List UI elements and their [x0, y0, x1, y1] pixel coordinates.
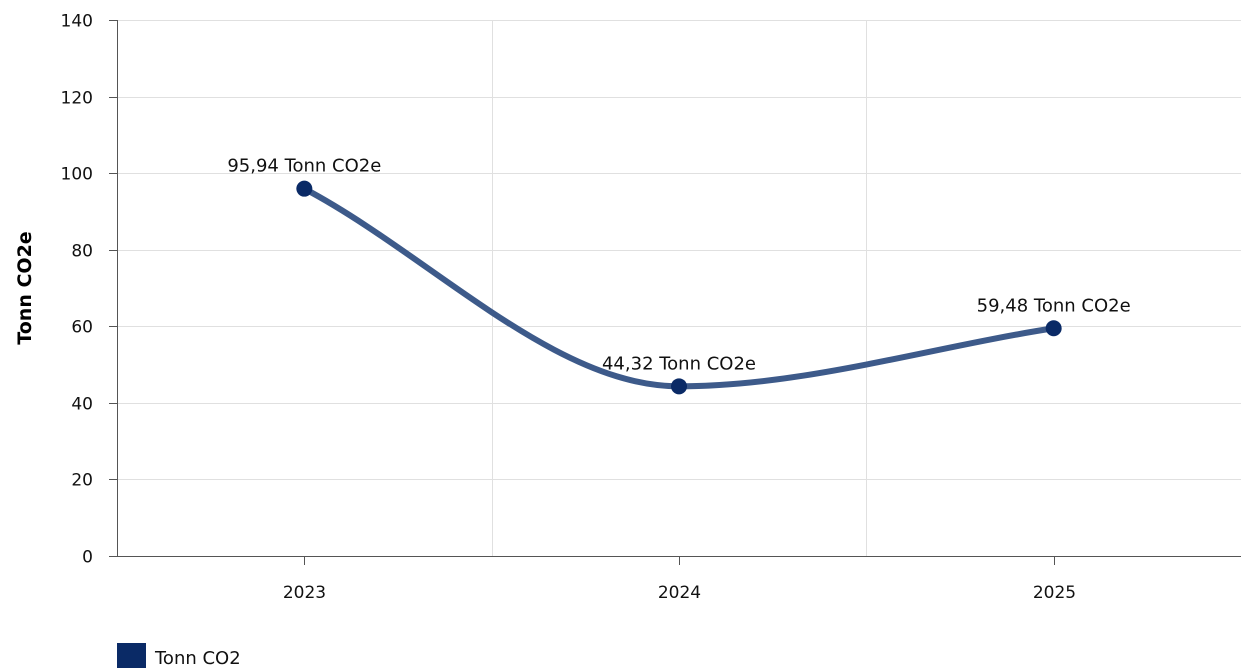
data-point-2023[interactable] [296, 180, 313, 197]
y-tick-label: 20 [71, 471, 93, 491]
horizontal-gridlines [117, 20, 1241, 480]
x-axis-ticks: 2023 2024 2025 [283, 556, 1076, 603]
x-tick-label: 2024 [658, 583, 701, 603]
legend-swatch[interactable] [117, 643, 146, 668]
data-point-2024[interactable] [671, 378, 687, 395]
y-axis-title: Tonn CO2e [14, 231, 36, 344]
y-tick-label: 60 [71, 318, 93, 338]
x-tick-label: 2023 [283, 583, 326, 603]
y-tick-label: 80 [71, 242, 93, 262]
data-label: 59,48 Tonn CO2e [977, 295, 1131, 316]
legend[interactable]: Tonn CO2 [117, 643, 241, 668]
data-label: 95,94 Tonn CO2e [227, 156, 381, 177]
y-tick-label: 140 [61, 12, 93, 32]
data-label: 44,32 Tonn CO2e [602, 353, 756, 374]
y-tick-label: 100 [61, 165, 93, 185]
y-axis-ticks: 0 20 40 60 80 100 120 140 [61, 12, 117, 568]
x-tick-label: 2025 [1033, 583, 1076, 603]
vertical-gridlines [492, 20, 867, 556]
y-tick-label: 120 [61, 89, 93, 109]
y-tick-label: 40 [71, 395, 93, 415]
series-group: 95,94 Tonn CO2e 44,32 Tonn CO2e 59,48 Tonn… [227, 156, 1131, 395]
legend-label[interactable]: Tonn CO2 [154, 648, 241, 668]
data-point-2025[interactable] [1045, 320, 1062, 337]
y-tick-label: 0 [82, 548, 93, 568]
